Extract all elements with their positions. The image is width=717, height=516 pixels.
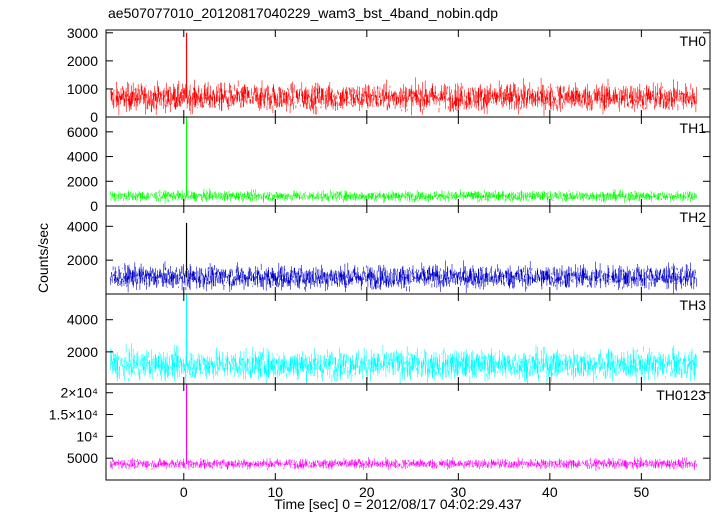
y-tick-label: 2000: [67, 252, 98, 268]
panel-th2: 2000 4000 TH2: [67, 205, 711, 295]
panel-frame: [105, 383, 711, 481]
panel-label-th2: TH2: [680, 209, 707, 225]
y-tick-label: 2000: [67, 173, 98, 189]
y-tick-label: 1000: [67, 81, 98, 97]
series-line-th3: [110, 343, 697, 384]
x-axis-label: Time [sec] 0 = 2012/08/17 04:02:29.437: [274, 496, 522, 512]
y-tick-label: 6000: [67, 124, 98, 140]
panel-label-th1: TH1: [680, 120, 707, 136]
series-line-th0123: [110, 456, 697, 472]
y-tick-label: 10⁴: [76, 428, 98, 444]
x-tick-label: 0: [180, 484, 188, 500]
panel-th0123: 5000 10⁴ 1.5×10⁴ 2×10⁴ TH0123: [49, 383, 711, 481]
y-tick-label: 1.5×10⁴: [49, 407, 98, 423]
x-tick-label: 50: [634, 484, 650, 500]
series-line-th2: [110, 260, 697, 294]
y-tick-label: 5000: [67, 450, 98, 466]
x-tick-label: 40: [542, 484, 558, 500]
chart-title: ae507077010_20120817040229_wam3_bst_4ban…: [108, 5, 498, 21]
y-tick-label: 2×10⁴: [60, 385, 98, 401]
y-tick-label: 2000: [67, 344, 98, 360]
x-tick-label: 30: [451, 484, 467, 500]
panel-th3: 2000 4000 TH3: [67, 293, 711, 385]
y-tick-label: 0: [90, 109, 98, 125]
panel-label-th3: TH3: [680, 297, 707, 313]
series-line-th0: [110, 77, 697, 116]
y-tick-label: 0: [90, 198, 98, 214]
panel-th1: 0 2000 4000 6000 TH1: [67, 116, 711, 214]
y-axis-label: Counts/sec: [35, 223, 51, 293]
panel-label-th0: TH0: [680, 33, 707, 49]
y-tick-label: 2000: [67, 53, 98, 69]
y-tick-label: 3000: [67, 25, 98, 41]
series-line-th1: [110, 188, 697, 204]
panel-label-th0123: TH0123: [656, 387, 706, 403]
y-tick-label: 4000: [67, 149, 98, 165]
x-tick-label: 10: [268, 484, 284, 500]
y-tick-label: 4000: [67, 218, 98, 234]
y-tick-label: 4000: [67, 312, 98, 328]
panel-th0: 0 1000 2000 3000 TH0: [67, 25, 711, 125]
x-tick-label: 20: [359, 484, 375, 500]
